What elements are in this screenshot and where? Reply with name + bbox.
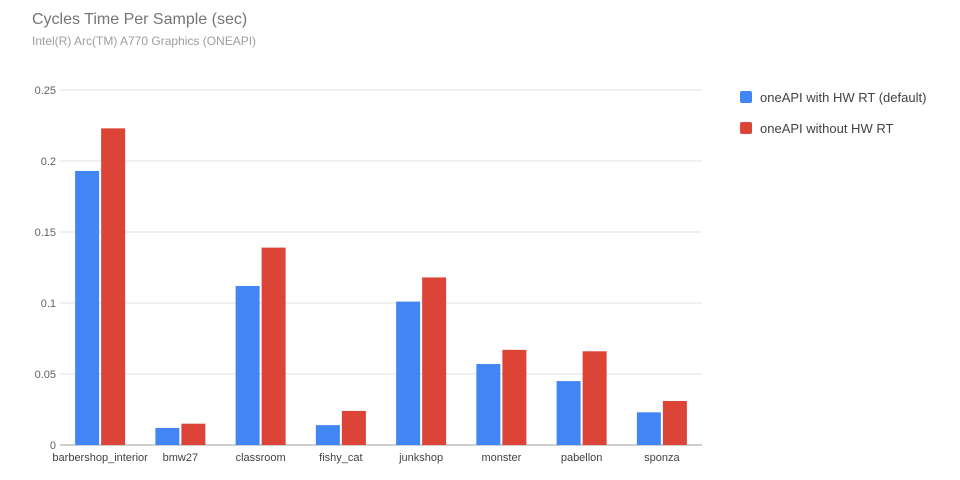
bar-junkshop-series-1[interactable] bbox=[396, 301, 421, 445]
legend-swatch-series-1 bbox=[740, 91, 752, 103]
bar-fishy_cat-series-2[interactable] bbox=[341, 410, 366, 445]
x-category-label: sponza bbox=[644, 452, 680, 464]
legend-label-series-2: oneAPI without HW RT bbox=[760, 121, 893, 136]
x-category-label: classroom bbox=[236, 452, 286, 464]
bars bbox=[75, 128, 687, 445]
bar-bmw27-series-1[interactable] bbox=[155, 427, 180, 445]
bar-fishy_cat-series-1[interactable] bbox=[315, 425, 340, 445]
bar-sponza-series-1[interactable] bbox=[636, 412, 661, 445]
y-tick-label: 0 bbox=[50, 440, 56, 452]
x-category-label: monster bbox=[482, 452, 522, 464]
bar-pabellon-series-1[interactable] bbox=[556, 381, 581, 445]
chart-subtitle: Intel(R) Arc(TM) A770 Graphics (ONEAPI) bbox=[32, 34, 256, 48]
bar-classroom-series-1[interactable] bbox=[235, 285, 260, 445]
y-tick-label: 0.1 bbox=[41, 298, 56, 310]
legend-swatch-series-2 bbox=[740, 122, 752, 134]
y-tick-label: 0.25 bbox=[35, 85, 56, 97]
y-tick-label: 0.15 bbox=[35, 227, 56, 239]
bar-pabellon-series-2[interactable] bbox=[582, 351, 607, 445]
bar-barbershop_interior-series-1[interactable] bbox=[75, 170, 100, 445]
chart-title: Cycles Time Per Sample (sec) bbox=[32, 11, 247, 28]
x-category-label: fishy_cat bbox=[319, 452, 362, 464]
legend-label-series-1: oneAPI with HW RT (default) bbox=[760, 90, 926, 105]
bar-junkshop-series-2[interactable] bbox=[422, 277, 447, 445]
y-tick-label: 0.2 bbox=[41, 156, 56, 168]
bar-classroom-series-2[interactable] bbox=[261, 247, 286, 445]
x-category-label: bmw27 bbox=[163, 452, 198, 464]
y-tick-label: 0.05 bbox=[35, 369, 56, 381]
bar-barbershop_interior-series-2[interactable] bbox=[101, 128, 126, 445]
x-category-label: junkshop bbox=[398, 452, 443, 464]
x-category-label: pabellon bbox=[561, 452, 603, 464]
y-axis-ticks: 0 0.05 0.1 0.15 0.2 0.25 bbox=[35, 85, 56, 452]
bar-monster-series-2[interactable] bbox=[502, 349, 527, 445]
bar-monster-series-1[interactable] bbox=[476, 364, 501, 445]
bar-bmw27-series-2[interactable] bbox=[181, 423, 206, 445]
x-axis-categories: barbershop_interior bmw27 classroom fishy_c… bbox=[52, 452, 680, 464]
x-category-label: barbershop_interior bbox=[52, 452, 148, 464]
bar-sponza-series-2[interactable] bbox=[662, 400, 687, 445]
legend: oneAPI with HW RT (default) oneAPI withou… bbox=[740, 90, 926, 136]
